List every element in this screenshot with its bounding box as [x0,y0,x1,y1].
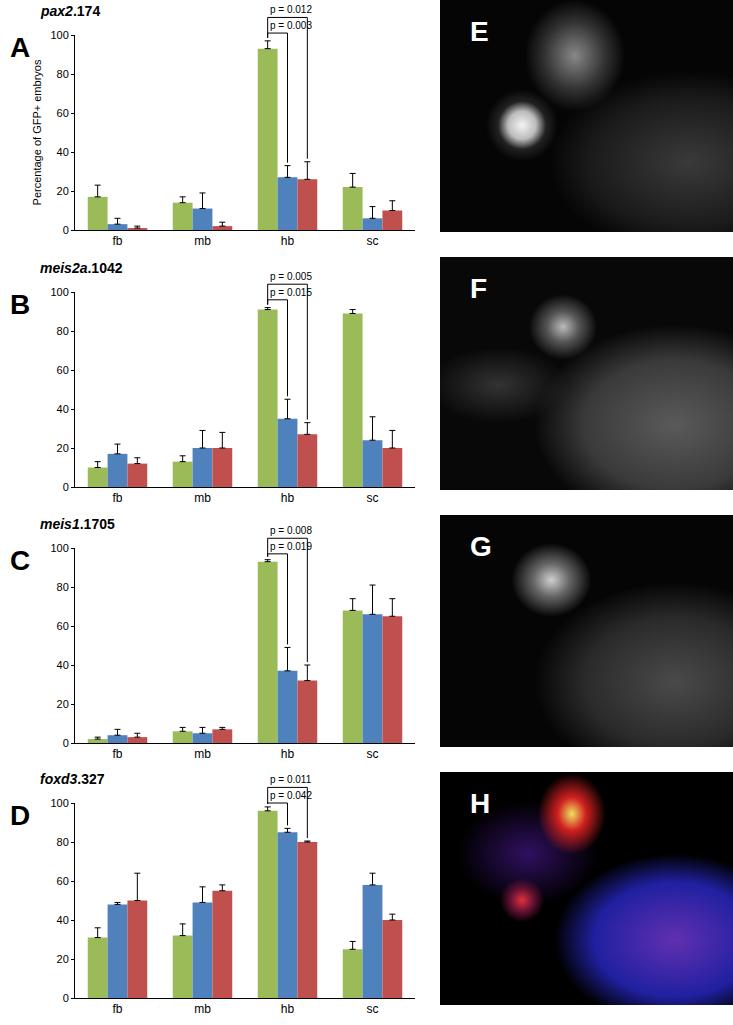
svg-text:40: 40 [57,146,69,158]
svg-text:100: 100 [50,797,68,809]
svg-text:60: 60 [57,620,69,632]
svg-text:fb: fb [112,234,122,248]
svg-text:100: 100 [50,29,68,41]
svg-text:meis2a.1042: meis2a.1042 [40,260,123,276]
svg-text:40: 40 [57,914,69,926]
html-text:E: E [470,16,489,47]
svg-text:p = 0.019: p = 0.019 [270,541,312,552]
svg-text:20: 20 [57,698,69,710]
svg-text:sc: sc [367,1002,379,1016]
html-text:G: G [470,531,492,562]
svg-text:mb: mb [194,747,211,761]
svg-text:60: 60 [57,107,69,119]
svg-text:p = 0.015: p = 0.015 [270,287,312,298]
svg-text:A: A [10,32,30,63]
svg-text:80: 80 [57,836,69,848]
svg-text:80: 80 [57,68,69,80]
svg-text:mb: mb [194,234,211,248]
svg-text:p = 0.011: p = 0.011 [270,774,312,785]
svg-text:p = 0.008: p = 0.008 [270,525,312,536]
svg-text:80: 80 [57,325,69,337]
svg-text:p = 0.042: p = 0.042 [270,790,312,801]
svg-text:fb: fb [112,1002,122,1016]
svg-text:0: 0 [63,737,69,749]
svg-text:C: C [10,545,30,576]
svg-text:B: B [10,289,30,320]
svg-text:20: 20 [57,953,69,965]
svg-text:60: 60 [57,364,69,376]
svg-text:p = 0.005: p = 0.005 [270,271,312,282]
svg-text:100: 100 [50,542,68,554]
svg-text:40: 40 [57,659,69,671]
svg-text:hb: hb [281,747,295,761]
svg-text:fb: fb [112,747,122,761]
svg-text:sc: sc [367,234,379,248]
svg-text:p = 0.003: p = 0.003 [270,20,312,31]
svg-text:fb: fb [112,491,122,505]
svg-text:mb: mb [194,491,211,505]
html-text:H: H [470,788,491,819]
svg-text:0: 0 [63,224,69,236]
svg-text:60: 60 [57,875,69,887]
svg-text:hb: hb [281,234,295,248]
svg-text:80: 80 [57,581,69,593]
svg-text:40: 40 [57,403,69,415]
svg-text:mb: mb [194,1002,211,1016]
html-text:F: F [470,273,488,304]
svg-text:hb: hb [281,491,295,505]
svg-text:pax2.174: pax2.174 [40,3,100,19]
svg-text:p = 0.012: p = 0.012 [270,4,312,15]
svg-text:20: 20 [57,185,69,197]
svg-text:meis1.1705: meis1.1705 [40,516,115,532]
svg-text:100: 100 [50,286,68,298]
svg-text:sc: sc [367,747,379,761]
svg-text:hb: hb [281,1002,295,1016]
svg-text:Percentage of GFP+ embryos: Percentage of GFP+ embryos [31,59,43,205]
svg-text:foxd3.327: foxd3.327 [40,771,105,787]
svg-text:D: D [10,800,30,831]
svg-text:0: 0 [63,992,69,1004]
svg-text:0: 0 [63,481,69,493]
svg-text:20: 20 [57,442,69,454]
svg-text:sc: sc [367,491,379,505]
